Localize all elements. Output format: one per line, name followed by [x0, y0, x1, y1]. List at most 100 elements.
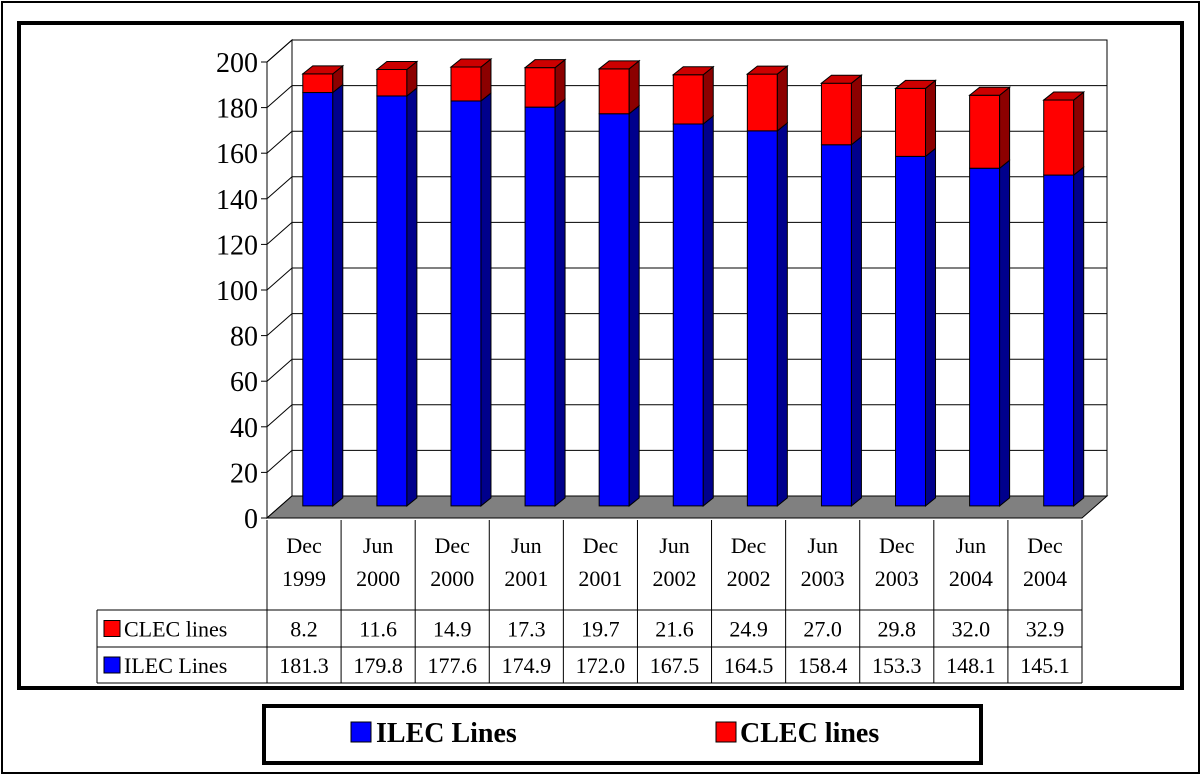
- bar-side: [702, 114, 714, 507]
- y-tick-label: 200: [216, 48, 258, 79]
- bar-front: [969, 167, 1001, 507]
- category-label: 2004: [1023, 566, 1067, 591]
- bar-segment-ilec-lines: [969, 159, 1011, 507]
- bar-side: [554, 98, 566, 507]
- category-label: 2004: [949, 566, 993, 591]
- bar-front: [672, 74, 704, 125]
- legend-key: [715, 721, 737, 743]
- data-value-label: 8.2: [290, 617, 318, 642]
- bar-front: [598, 68, 630, 115]
- category-label: Dec: [286, 533, 322, 558]
- bar-front: [598, 113, 630, 507]
- bar-segment-clec-lines: [671, 65, 715, 126]
- data-value-label: 27.0: [803, 617, 842, 642]
- bar-top: [1042, 91, 1086, 101]
- data-value-label: 11.6: [359, 617, 397, 642]
- data-value-label: 158.4: [798, 653, 848, 678]
- category-label: Jun: [956, 533, 987, 558]
- side-gridline: [266, 267, 293, 291]
- data-value-label: 21.6: [655, 617, 694, 642]
- bar-segment-clec-lines: [449, 57, 493, 103]
- bar-segment-ilec-lines: [598, 104, 640, 507]
- category-label: Dec: [435, 533, 471, 558]
- category-label: 2000: [430, 566, 474, 591]
- bar-top: [745, 65, 789, 75]
- bar-side: [776, 121, 788, 507]
- category-label: Jun: [807, 533, 838, 558]
- bar-top: [449, 58, 493, 68]
- data-value-label: 14.9: [433, 617, 472, 642]
- table-legend-key: [103, 656, 121, 674]
- data-value-label: 17.3: [507, 617, 546, 642]
- side-gridline: [266, 176, 293, 200]
- data-value-label: 153.3: [872, 653, 922, 678]
- bar-side: [850, 74, 862, 146]
- category-label: Dec: [1027, 533, 1063, 558]
- bar-segment-clec-lines: [1042, 91, 1086, 177]
- bar-front: [969, 94, 1001, 169]
- bar-segment-ilec-lines: [746, 121, 788, 507]
- y-tick-label: 140: [216, 185, 258, 216]
- y-tick-label: 80: [230, 322, 258, 353]
- side-gridline: [266, 222, 293, 245]
- bar-segment-clec-lines: [894, 79, 937, 158]
- y-tick-label: 180: [216, 94, 258, 125]
- bar-top: [820, 74, 863, 84]
- category-label: 2000: [356, 566, 400, 591]
- bar-side: [925, 79, 937, 158]
- data-value-label: 32.9: [1026, 617, 1065, 642]
- bar-segment-ilec-lines: [672, 114, 714, 507]
- bar-front: [672, 123, 704, 507]
- category-label: 2001: [578, 566, 622, 591]
- legend-key: [350, 721, 372, 743]
- bar-front: [820, 82, 852, 146]
- bar-segment-ilec-lines: [302, 83, 344, 507]
- y-tick-label: 0: [244, 504, 258, 535]
- y-tick-label: 120: [216, 230, 258, 261]
- category-label: Dec: [583, 533, 619, 558]
- bar-front: [302, 92, 334, 507]
- bar-segment-clec-lines: [968, 86, 1012, 170]
- bar-segment-ilec-lines: [895, 147, 937, 507]
- bar-side: [1073, 166, 1085, 507]
- bar-front: [746, 130, 778, 507]
- bar-side: [1073, 91, 1085, 177]
- table-legend-key: [103, 620, 121, 637]
- bar-top: [671, 66, 715, 76]
- data-value-label: 167.5: [650, 653, 700, 678]
- category-label: 1999: [282, 566, 326, 591]
- bar-segment-clec-lines: [523, 58, 567, 109]
- bar-side: [480, 91, 492, 507]
- data-value-label: 29.8: [878, 617, 917, 642]
- bar-side: [999, 86, 1011, 170]
- bar-side: [925, 147, 937, 507]
- side-gridline: [266, 404, 293, 428]
- y-tick-label: 100: [216, 276, 258, 307]
- side-gridline: [266, 39, 293, 63]
- category-label: 2002: [727, 566, 771, 591]
- bar-side: [702, 65, 714, 126]
- bar-top: [375, 61, 419, 71]
- category-label: Jun: [659, 533, 690, 558]
- bar-segment-clec-lines: [597, 59, 641, 115]
- bar-segment-ilec-lines: [376, 86, 418, 507]
- category-label: Jun: [363, 533, 394, 558]
- legend-label: ILEC Lines: [376, 718, 517, 749]
- bar-segment-clec-lines: [745, 65, 789, 132]
- bar-front: [895, 155, 927, 507]
- category-label: 2002: [653, 566, 697, 591]
- side-gridline: [266, 358, 293, 382]
- side-gridline: [266, 450, 293, 473]
- bar-front: [450, 100, 482, 507]
- data-value-label: 181.3: [279, 653, 329, 678]
- bar-side: [332, 83, 344, 507]
- data-value-label: 177.6: [427, 653, 477, 678]
- category-label: 2003: [801, 566, 845, 591]
- side-gridline: [266, 313, 293, 336]
- bar-front: [302, 73, 334, 94]
- side-gridline: [266, 85, 293, 108]
- bar-front: [376, 69, 408, 97]
- bar-top: [968, 86, 1012, 96]
